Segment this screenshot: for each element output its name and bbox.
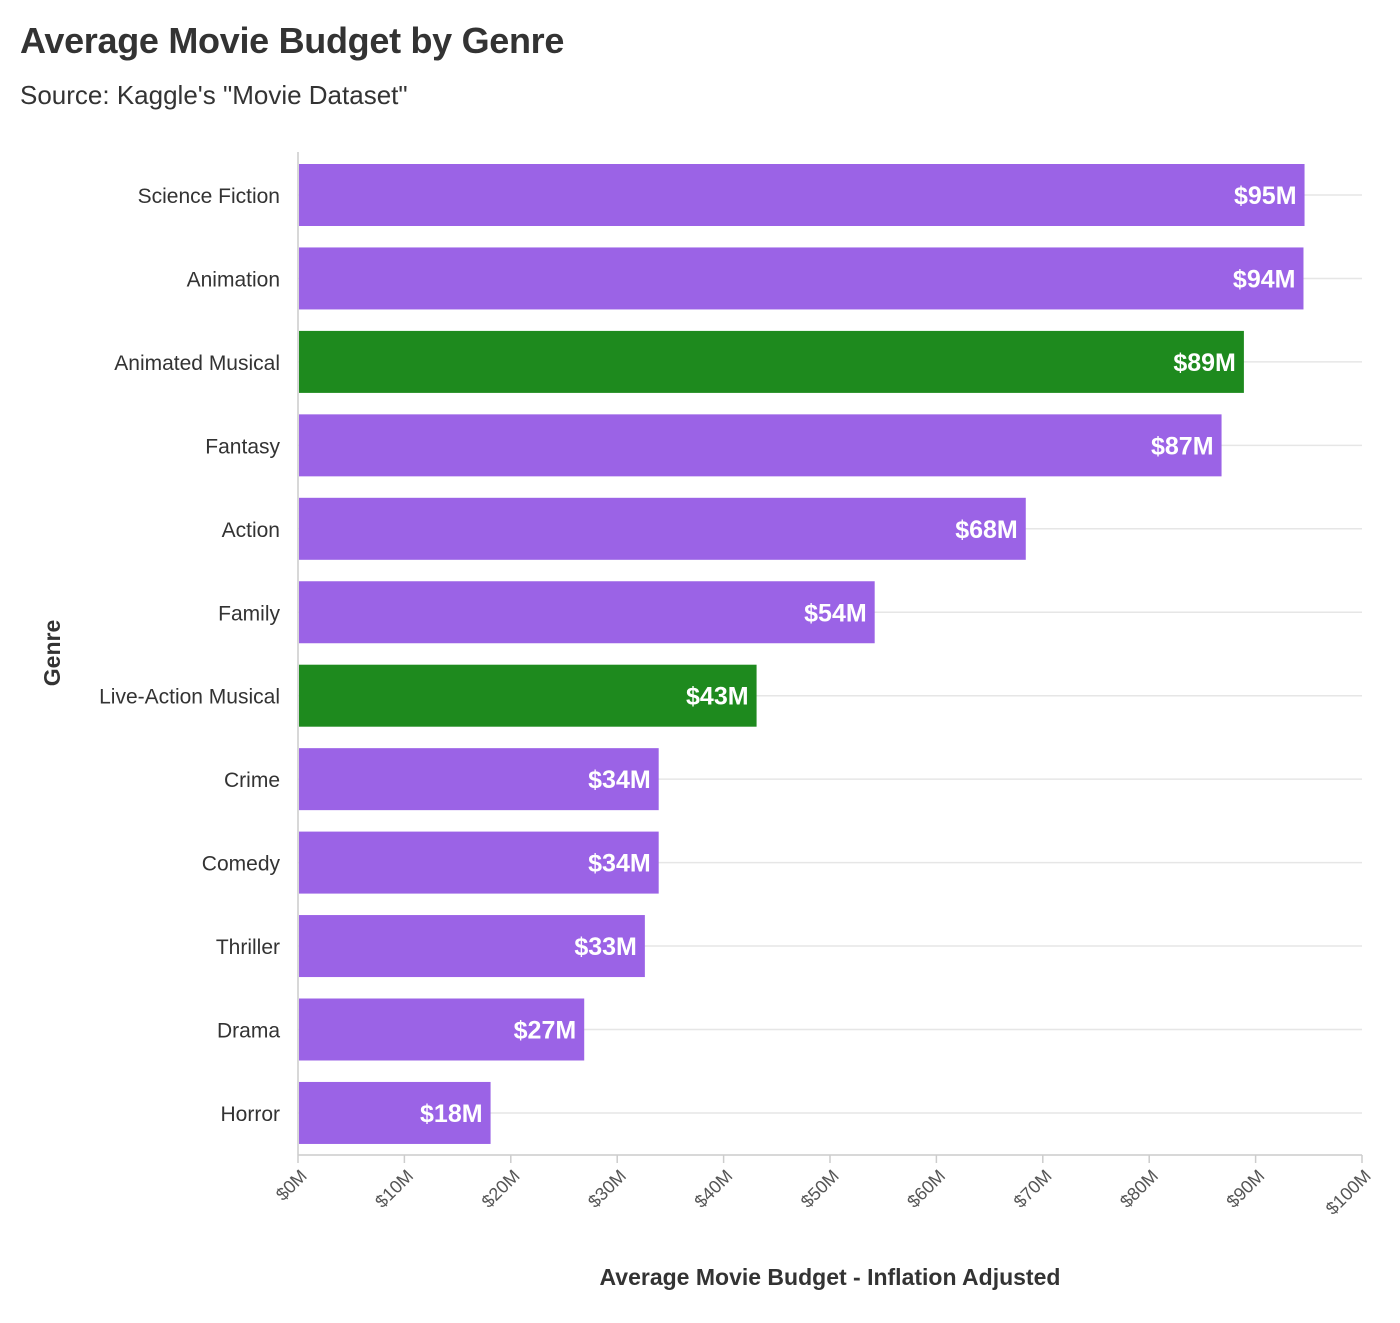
x-tick-label: $40M [690,1166,736,1212]
category-label: Live-Action Musical [99,686,280,709]
bar-value-label: $68M [955,516,1018,544]
bar [299,330,1244,393]
bar-value-label: $87M [1151,432,1214,460]
bar-value-label: $33M [574,933,637,961]
bars: $95M $94M $89M $87M $68M $54M $43M $34M $34M $33M… [299,164,1305,1144]
bar-value-label: $54M [804,599,867,627]
bar [299,915,645,978]
bar [299,247,1304,310]
bar [299,831,659,894]
category-label: Science Fiction [138,185,280,208]
x-axis-ticks: $0M $10M $20M $30M $40M $50M $60M $70M $80M $90M $… [272,1155,1375,1219]
y-axis-title: Genre [39,620,65,686]
bar-value-label: $34M [588,850,651,878]
category-label: Animation [187,268,280,291]
category-label: Crime [224,769,280,792]
bar-value-label: $34M [588,766,651,794]
bar [299,1081,491,1144]
bar [299,497,1026,560]
x-tick-label: $0M [272,1166,311,1205]
bar-value-label: $94M [1233,265,1296,293]
bar-value-label: $89M [1173,349,1236,377]
x-tick-label: $70M [1010,1166,1056,1212]
category-label: Thriller [216,936,280,959]
category-label: Family [218,602,280,625]
category-label: Fantasy [205,435,280,458]
bar [299,748,659,811]
chart-title: Average Movie Budget by Genre [20,20,565,61]
x-tick-label: $100M [1322,1166,1375,1219]
x-tick-label: $50M [797,1166,843,1212]
bar-value-label: $27M [514,1017,577,1045]
bar [299,164,1305,226]
bar [299,581,875,644]
bar-value-label: $43M [686,683,749,711]
category-label: Horror [220,1103,280,1126]
category-label: Comedy [202,853,281,876]
category-labels: Science Fiction Animation Animated Musical… [99,185,280,1126]
x-tick-label: $20M [478,1166,524,1212]
x-tick-label: $90M [1222,1166,1268,1212]
x-axis-title: Average Movie Budget - Inflation Adjuste… [600,1264,1061,1290]
chart-subtitle: Source: Kaggle's "Movie Dataset" [20,80,408,110]
bar-value-label: $18M [420,1100,483,1128]
category-label: Drama [217,1020,280,1043]
bar [299,664,757,727]
bar [299,414,1222,477]
category-label: Action [222,519,280,542]
x-tick-label: $60M [903,1166,949,1212]
category-label: Animated Musical [114,352,280,375]
x-tick-label: $10M [371,1166,417,1212]
bar-value-label: $95M [1234,182,1297,210]
x-tick-label: $30M [584,1166,630,1212]
x-tick-label: $80M [1116,1166,1162,1212]
bar [299,998,585,1061]
